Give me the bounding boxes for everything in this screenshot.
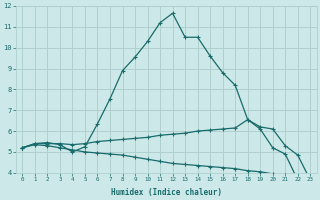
X-axis label: Humidex (Indice chaleur): Humidex (Indice chaleur) bbox=[111, 188, 222, 197]
